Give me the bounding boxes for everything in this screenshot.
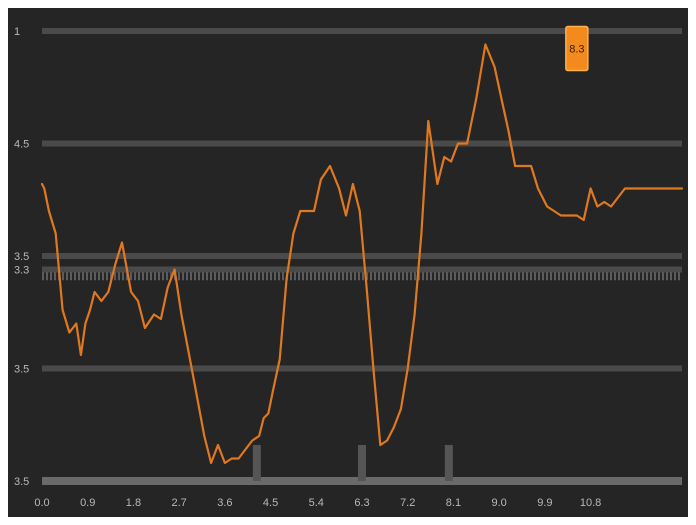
y-tick-label-5: 3.5 (14, 476, 29, 488)
y-tick-label-3: 3.3 (14, 265, 29, 277)
x-tick-label-11: 9.9 (537, 497, 552, 509)
y-tick-label-0: 1 (14, 26, 20, 38)
hover-marker-2 (444, 445, 453, 481)
x-tick-label-2: 1.8 (126, 497, 141, 509)
callout-label: 8.3 (569, 44, 584, 56)
hover-marker-1 (358, 445, 366, 481)
x-tick-label-9: 8.1 (446, 497, 461, 509)
x-tick-label-0: 0.0 (34, 497, 49, 509)
y-tick-labels: 1 4.5 3.5 3.3 3.5 3.5 (14, 26, 29, 488)
y-tick-label-4: 3.5 (14, 364, 29, 376)
x-tick-label-6: 5.4 (309, 497, 324, 509)
x-tick-label-7: 6.3 (354, 497, 369, 509)
x-tick-label-12: 10.8 (580, 497, 601, 509)
x-tick-label-5: 4.5 (263, 497, 278, 509)
x-tick-label-10: 9.0 (491, 497, 506, 509)
line-chart: 1 4.5 3.5 3.3 3.5 3.5 0.0 0.9 1.8 2.7 3.6 4.5 5.4 6.… (14, 25, 684, 509)
y-tick-label-2: 3.5 (14, 251, 29, 263)
x-tick-label-8: 7.2 (400, 497, 415, 509)
y-tick-label-1: 4.5 (14, 139, 29, 151)
series-layer (40, 43, 684, 465)
callout-box (565, 25, 589, 72)
chart-frame: 1 4.5 3.5 3.3 3.5 3.5 0.0 0.9 1.8 2.7 3.6 4.5 5.4 6.… (8, 8, 688, 517)
peak-callout: 8.3 (565, 25, 589, 72)
x-tick-label-4: 3.6 (217, 497, 232, 509)
hover-marker-0 (252, 445, 261, 481)
marker-layer (252, 445, 453, 481)
x-tick-label-1: 0.9 (80, 497, 95, 509)
grid-layer (42, 28, 682, 485)
x-tick-label-3: 2.7 (171, 497, 186, 509)
series-line-0 (40, 43, 684, 465)
x-tick-labels: 0.0 0.9 1.8 2.7 3.6 4.5 5.4 6.3 7.2 8.1 9.0 9.9 10.8 (34, 497, 601, 509)
